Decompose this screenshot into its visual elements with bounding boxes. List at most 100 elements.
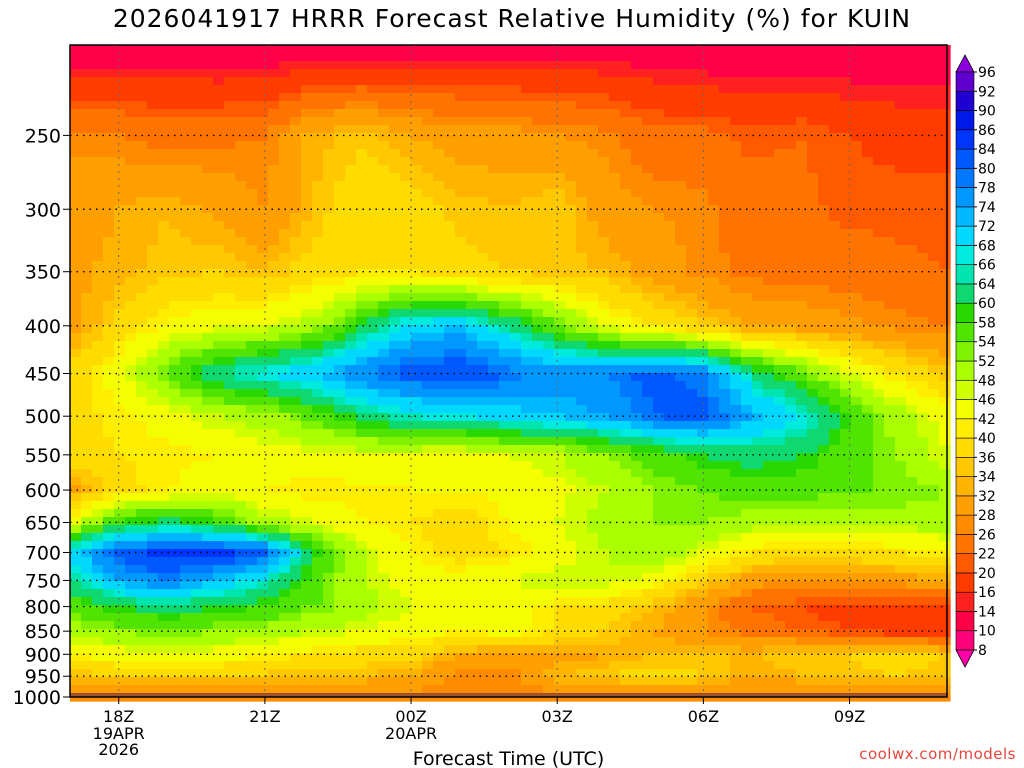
rh-cell — [103, 197, 115, 206]
rh-cell — [917, 437, 929, 446]
rh-cell — [796, 269, 808, 278]
rh-cell — [521, 469, 533, 478]
rh-cell — [92, 357, 104, 366]
rh-cell — [862, 373, 874, 382]
rh-cell — [488, 381, 500, 390]
rh-cell — [466, 461, 478, 470]
rh-cell — [235, 213, 247, 222]
rh-cell — [587, 269, 599, 278]
rh-cell — [686, 45, 698, 54]
rh-cell — [213, 429, 225, 438]
rh-cell — [290, 125, 302, 134]
rh-cell — [334, 165, 346, 174]
rh-cell — [719, 349, 731, 358]
rh-cell — [587, 413, 599, 422]
rh-cell — [686, 509, 698, 518]
rh-cell — [466, 45, 478, 54]
rh-cell — [367, 157, 379, 166]
rh-cell — [521, 461, 533, 470]
rh-cell — [191, 469, 203, 478]
rh-cell — [103, 189, 115, 198]
rh-cell — [906, 485, 918, 494]
rh-cell — [510, 221, 522, 230]
rh-cell — [642, 325, 654, 334]
rh-cell — [455, 253, 467, 262]
rh-cell — [70, 269, 82, 278]
rh-cell — [763, 341, 775, 350]
rh-cell — [928, 421, 940, 430]
rh-cell — [213, 229, 225, 238]
rh-cell — [367, 133, 379, 142]
rh-cell — [686, 181, 698, 190]
rh-cell — [785, 437, 797, 446]
rh-cell — [730, 229, 742, 238]
rh-cell — [499, 85, 511, 94]
rh-cell — [928, 253, 940, 262]
rh-cell — [653, 133, 665, 142]
rh-cell — [444, 213, 456, 222]
rh-cell — [851, 357, 863, 366]
rh-cell — [92, 237, 104, 246]
rh-cell — [279, 517, 291, 526]
rh-cell — [400, 541, 412, 550]
rh-cell — [829, 373, 841, 382]
rh-cell — [279, 69, 291, 78]
rh-cell — [642, 453, 654, 462]
rh-cell — [906, 429, 918, 438]
rh-cell — [268, 333, 280, 342]
rh-cell — [906, 437, 918, 446]
rh-cell — [400, 101, 412, 110]
rh-cell — [620, 269, 632, 278]
rh-cell — [763, 189, 775, 198]
rh-cell — [785, 333, 797, 342]
rh-cell — [862, 229, 874, 238]
rh-cell — [708, 85, 720, 94]
rh-cell — [818, 525, 830, 534]
rh-cell — [158, 245, 170, 254]
rh-cell — [620, 397, 632, 406]
rh-cell — [620, 325, 632, 334]
rh-cell — [323, 221, 335, 230]
rh-cell — [510, 149, 522, 158]
rh-cell — [818, 165, 830, 174]
rh-cell — [488, 165, 500, 174]
rh-cell — [125, 325, 137, 334]
rh-cell — [521, 237, 533, 246]
rh-cell — [928, 477, 940, 486]
rh-cell — [543, 445, 555, 454]
rh-cell — [191, 477, 203, 486]
rh-cell — [807, 341, 819, 350]
rh-cell — [323, 77, 335, 86]
rh-cell — [807, 461, 819, 470]
rh-cell — [400, 445, 412, 454]
rh-cell — [873, 77, 885, 86]
rh-cell — [136, 325, 148, 334]
rh-cell — [158, 93, 170, 102]
rh-cell — [180, 429, 192, 438]
rh-cell — [180, 485, 192, 494]
rh-cell — [389, 421, 401, 430]
rh-cell — [180, 349, 192, 358]
rh-cell — [620, 317, 632, 326]
rh-cell — [763, 237, 775, 246]
rh-cell — [70, 197, 82, 206]
rh-cell — [444, 221, 456, 230]
rh-cell — [301, 53, 313, 62]
rh-cell — [719, 373, 731, 382]
rh-cell — [873, 69, 885, 78]
rh-cell — [290, 261, 302, 270]
rh-cell — [862, 213, 874, 222]
rh-cell — [664, 285, 676, 294]
rh-cell — [422, 317, 434, 326]
rh-cell — [576, 405, 588, 414]
rh-cell — [587, 333, 599, 342]
rh-cell — [730, 253, 742, 262]
rh-cell — [444, 309, 456, 318]
rh-cell — [851, 469, 863, 478]
rh-cell — [675, 61, 687, 70]
rh-cell — [356, 117, 368, 126]
rh-cell — [488, 437, 500, 446]
rh-cell — [719, 53, 731, 62]
rh-cell — [752, 277, 764, 286]
rh-cell — [576, 301, 588, 310]
